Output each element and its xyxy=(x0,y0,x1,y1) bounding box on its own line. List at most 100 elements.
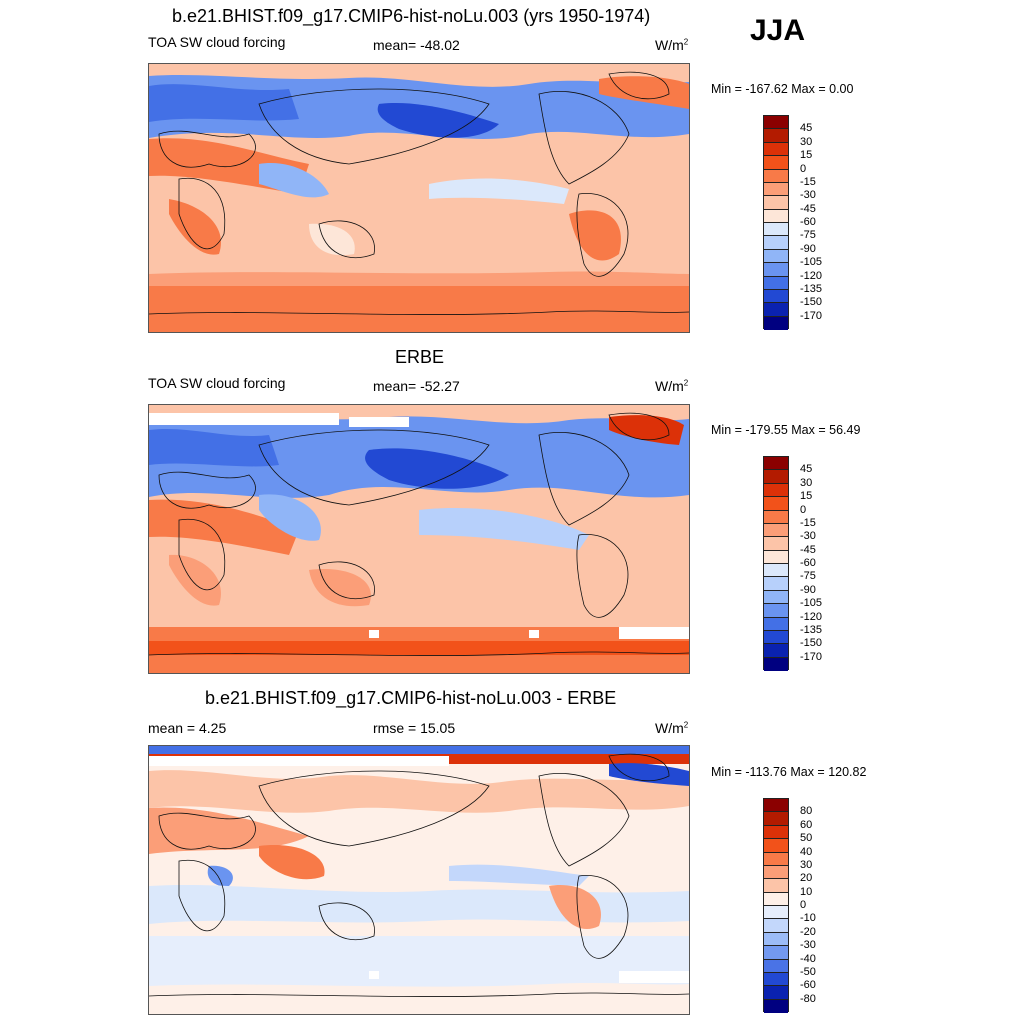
colorbar-swatch xyxy=(764,799,788,813)
colorbar-swatch xyxy=(764,946,788,960)
colorbar-swatch xyxy=(764,497,788,511)
colorbar-swatch xyxy=(764,223,788,237)
colorbar-swatch xyxy=(764,276,788,290)
colorbar-tick-label: -60 xyxy=(800,979,816,992)
panel1-map-canvas xyxy=(149,64,689,332)
colorbar-tick-label: -45 xyxy=(800,202,816,215)
panel2-title: ERBE xyxy=(395,347,445,367)
colorbar-swatch xyxy=(764,657,788,671)
colorbar-tick-label: -15 xyxy=(800,516,816,529)
colorbar-swatch xyxy=(764,892,788,906)
colorbar-swatch xyxy=(764,169,788,183)
colorbar-tick-label: -30 xyxy=(800,530,816,543)
panel2-variable-label: TOA SW cloud forcing xyxy=(148,375,286,391)
colorbar-tick-label: -75 xyxy=(800,229,816,242)
colorbar-swatch xyxy=(764,959,788,973)
colorbar-tick-label: 30 xyxy=(800,135,813,148)
colorbar-swatch xyxy=(764,483,788,498)
colorbar-swatch xyxy=(764,839,788,853)
colorbar-tick-label: -120 xyxy=(800,269,823,282)
panel3-map-canvas xyxy=(149,746,689,1014)
colorbar-swatch xyxy=(764,550,788,564)
colorbar-swatch xyxy=(764,644,788,658)
colorbar-tick-label: -50 xyxy=(800,965,816,978)
colorbar-swatch xyxy=(764,316,788,330)
colorbar-tick-label: -60 xyxy=(800,216,816,228)
panel3-rmse-label: rmse = 15.05 xyxy=(373,720,456,736)
colorbar-tick-label: 80 xyxy=(800,805,813,818)
colorbar-swatch xyxy=(764,906,788,920)
colorbar-swatch xyxy=(764,630,788,645)
colorbar-swatch xyxy=(764,932,788,947)
colorbar-tick-label: -120 xyxy=(800,610,823,623)
colorbar-tick-label: 30 xyxy=(800,476,813,489)
panel2-map-canvas xyxy=(149,405,689,673)
colorbar-swatch xyxy=(764,196,788,210)
panel1-units: W/m2 xyxy=(655,37,689,53)
colorbar-swatch xyxy=(764,289,788,304)
colorbar-tick-label: -90 xyxy=(800,242,816,255)
colorbar-swatch xyxy=(764,865,788,880)
panel1-mean-label: mean= -48.02 xyxy=(373,37,460,53)
colorbar-swatch xyxy=(764,825,788,840)
colorbar-tick-label: -135 xyxy=(800,282,823,295)
colorbar-tick-label: -105 xyxy=(800,597,823,610)
colorbar-swatch xyxy=(764,510,788,524)
panel2-colorbar xyxy=(763,456,789,671)
panel1-minmax: Min = -167.62 Max = 0.00 xyxy=(711,82,854,96)
colorbar-tick-label: 0 xyxy=(800,899,807,911)
colorbar-tick-label: -30 xyxy=(800,939,816,952)
colorbar-swatch xyxy=(764,999,788,1013)
colorbar-tick-label: 60 xyxy=(800,818,813,831)
colorbar-tick-label: -170 xyxy=(800,309,823,322)
colorbar-tick-label: -170 xyxy=(800,650,823,663)
colorbar-tick-label: 45 xyxy=(800,463,813,476)
colorbar-swatch xyxy=(764,303,788,317)
colorbar-tick-label: 40 xyxy=(800,845,813,858)
colorbar-tick-label: 15 xyxy=(800,149,813,162)
panel2-minmax: Min = -179.55 Max = 56.49 xyxy=(711,423,861,437)
colorbar-tick-label: -40 xyxy=(800,952,816,965)
panel3-title: b.e21.BHIST.f09_g17.CMIP6-hist-noLu.003 … xyxy=(205,688,617,708)
colorbar-swatch xyxy=(764,590,788,605)
colorbar-tick-label: -15 xyxy=(800,175,816,188)
panel1-colorbar xyxy=(763,115,789,330)
panel2-map xyxy=(148,404,690,674)
colorbar-swatch xyxy=(764,129,788,143)
colorbar-tick-label: 20 xyxy=(800,872,813,885)
colorbar-tick-label: 15 xyxy=(800,490,813,503)
colorbar-tick-label: 0 xyxy=(800,162,807,175)
colorbar-tick-label: -135 xyxy=(800,623,823,636)
colorbar-swatch xyxy=(764,919,788,933)
colorbar-tick-label: -20 xyxy=(800,925,816,938)
panel2-units: W/m2 xyxy=(655,378,689,394)
colorbar-swatch xyxy=(764,236,788,250)
colorbar-swatch xyxy=(764,209,788,223)
colorbar-tick-label: -75 xyxy=(800,570,816,583)
season-label: JJA xyxy=(750,14,806,47)
colorbar-tick-label: -90 xyxy=(800,583,816,596)
colorbar-swatch xyxy=(764,537,788,551)
colorbar-tick-label: 45 xyxy=(800,122,813,135)
colorbar-swatch xyxy=(764,116,788,130)
colorbar-swatch xyxy=(764,564,788,578)
colorbar-swatch xyxy=(764,470,788,484)
colorbar-swatch xyxy=(764,986,788,1000)
panel1-variable-label: TOA SW cloud forcing xyxy=(148,34,286,50)
panel1-map xyxy=(148,63,690,333)
panel3-colorbar xyxy=(763,798,789,1013)
colorbar-tick-label: -45 xyxy=(800,543,816,556)
colorbar-tick-label: 10 xyxy=(800,885,813,898)
panel3-minmax: Min = -113.76 Max = 120.82 xyxy=(711,765,867,779)
colorbar-swatch xyxy=(764,604,788,618)
colorbar-swatch xyxy=(764,577,788,591)
colorbar-tick-label: -150 xyxy=(800,637,823,650)
colorbar-swatch xyxy=(764,457,788,471)
panel1-title: b.e21.BHIST.f09_g17.CMIP6-hist-noLu.003 … xyxy=(172,6,651,26)
colorbar-tick-label: -60 xyxy=(800,557,816,569)
colorbar-swatch xyxy=(764,879,788,893)
colorbar-swatch xyxy=(764,142,788,157)
colorbar-tick-label: -105 xyxy=(800,256,823,269)
colorbar-tick-label: -30 xyxy=(800,189,816,202)
colorbar-swatch xyxy=(764,249,788,264)
